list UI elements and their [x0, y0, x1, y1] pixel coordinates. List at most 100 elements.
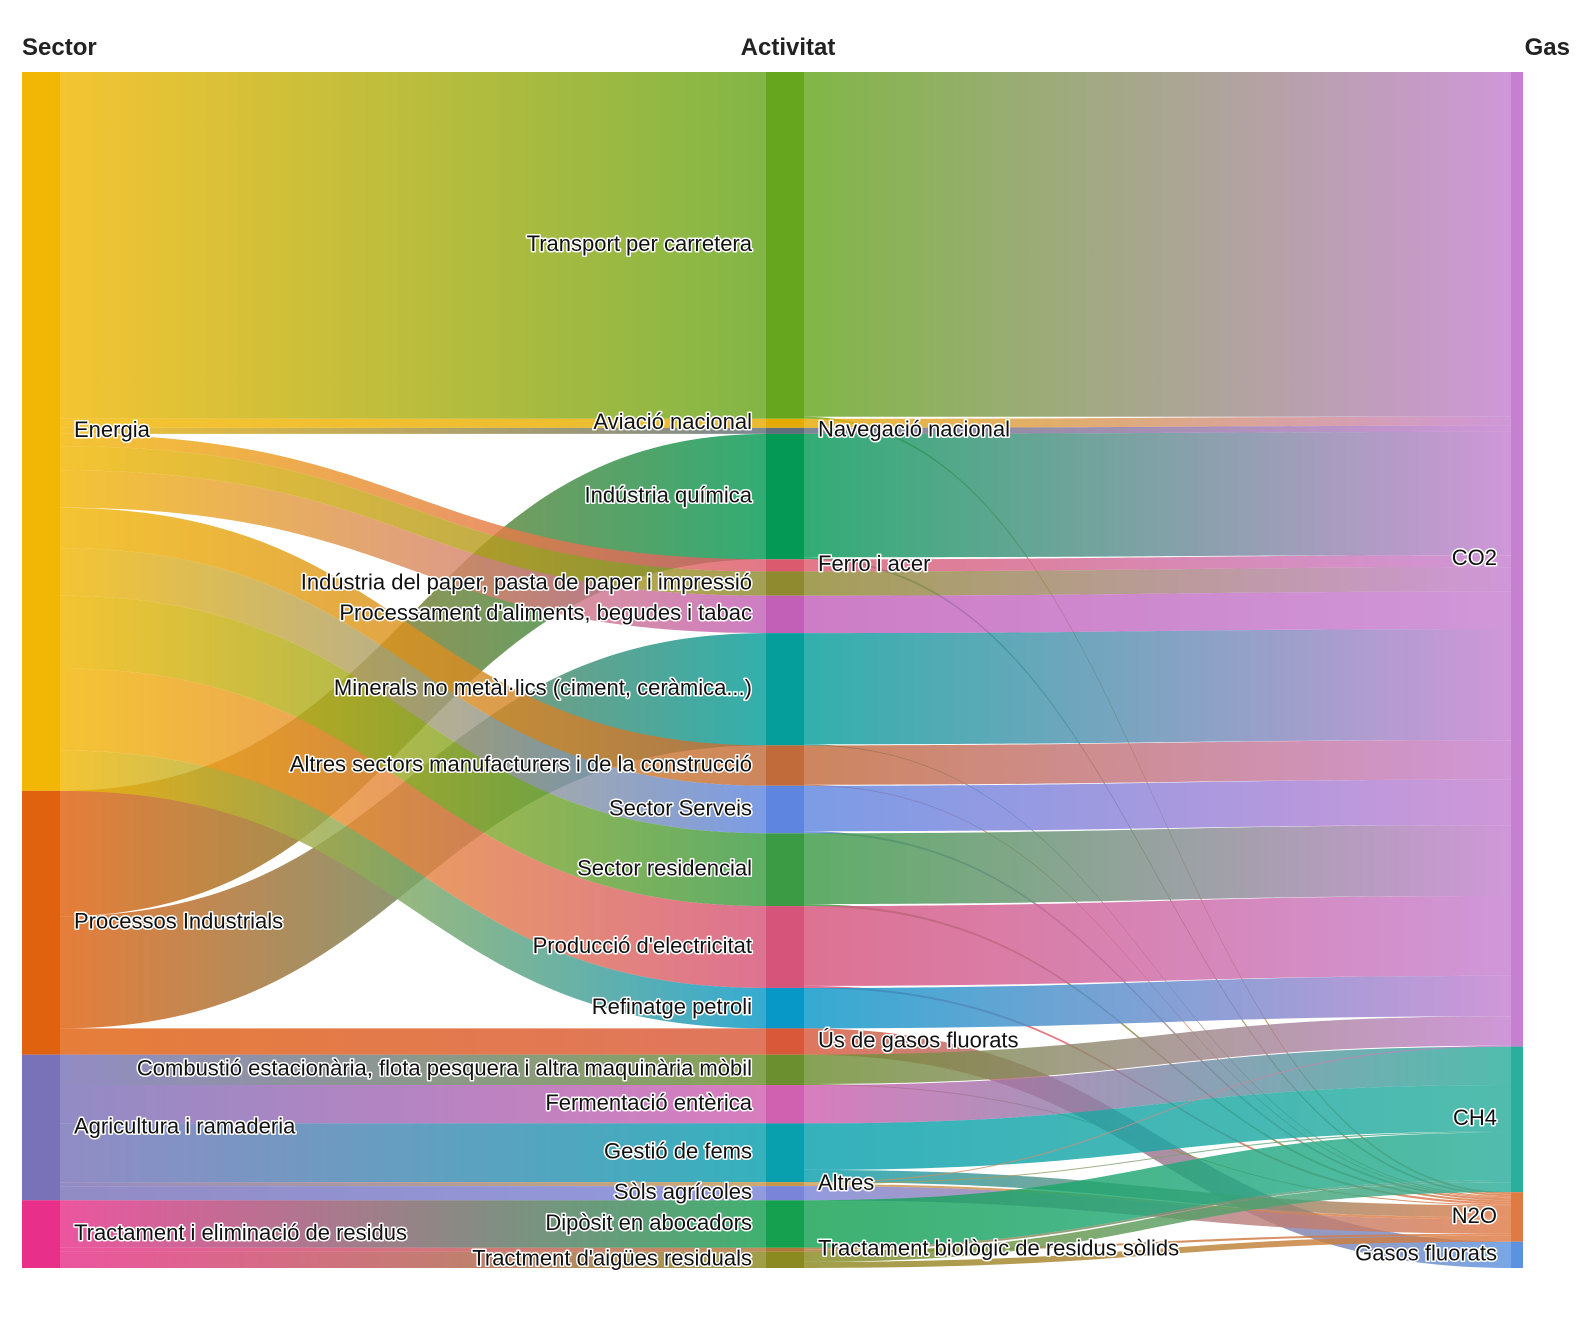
activity-label-sector-serveis: Sector Serveis: [609, 795, 752, 820]
gas-node-n2o: [1511, 1192, 1523, 1242]
activity-node-aviacio-nacional: [766, 418, 804, 428]
sector-node-agricultura-i-ramaderia: [22, 1054, 60, 1201]
activity-label-gestio-de-fems: Gestió de fems: [604, 1139, 752, 1164]
link-agricultura-i-ramaderia-to-combustio-estacionaria-flota-pesquera-i-altra-maquinaria-mobil: [60, 1054, 766, 1086]
link-altres-to-ch4: [804, 1131, 1511, 1185]
activity-label-sector-residencial: Sector residencial: [577, 855, 752, 880]
activity-gas-links: [804, 72, 1511, 1268]
link-produccio-d-electricitat-to-co2: [804, 895, 1511, 986]
link-combustio-estacionaria-flota-pesquera-i-altra-maquinaria-mobil-to-co2: [804, 1016, 1511, 1084]
link-energia-to-produccio-d-electricitat: [60, 668, 766, 988]
link-processament-d-aliments-begudes-i-tabac-to-co2: [804, 591, 1511, 634]
link-gestio-de-fems-to-ch4: [804, 1085, 1511, 1170]
gas-node-co2: [1511, 72, 1523, 1047]
activity-node-navegacio-nacional: [766, 427, 804, 434]
link-energia-to-ferro-i-acer: [60, 433, 766, 572]
link-energia-to-sector-serveis: [60, 548, 766, 834]
link-diposit-en-abocadors-to-ch4: [804, 1132, 1511, 1248]
column-header-activitat: Activitat: [741, 34, 836, 61]
activity-node-sols-agricoles: [766, 1186, 804, 1201]
activity-node-refinatge-petroli: [766, 987, 804, 1029]
link-agricultura-i-ramaderia-to-sols-agricoles: [60, 1186, 766, 1201]
gas-label-co2: CO2: [1452, 545, 1497, 570]
link-energia-to-processament-d-aliments-begudes-i-tabac: [60, 470, 766, 634]
link-tractament-i-eliminacio-de-residus-to-tractment-d-aigues-residuals: [60, 1251, 766, 1268]
link-agricultura-i-ramaderia-to-fermentacio-enterica: [60, 1085, 766, 1124]
activity-label-altres-sectors-manufacturers-i-de-la-construccio: Altres sectors manufacturers i de la con…: [290, 751, 752, 776]
link-energia-to-altres-sectors-manufacturers-i-de-la-construccio: [60, 507, 766, 786]
gas-label-n2o: N2O: [1452, 1203, 1497, 1228]
link-energia-to-navegacio-nacional: [60, 427, 766, 434]
activity-label-industria-quimica: Indústria química: [584, 482, 752, 507]
sector-activity-links: [60, 72, 766, 1268]
column-header-sector: Sector: [22, 34, 97, 61]
sector-label-processos-industrials: Processos Industrials: [74, 909, 283, 934]
activity-label-navegacio-nacional: Navegació nacional: [818, 417, 1010, 442]
link-agricultura-i-ramaderia-to-altres: [60, 1182, 766, 1187]
link-fermentacio-enterica-to-ch4: [804, 1046, 1511, 1124]
link-energia-to-refinatge-petroli: [60, 750, 766, 1029]
link-altres-to-co2: [804, 1045, 1511, 1184]
link-refinatge-petroli-to-co2: [804, 975, 1511, 1029]
activity-node-produccio-d-electricitat: [766, 906, 804, 988]
activity-node-transport-per-carretera: [766, 72, 804, 419]
sector-label-energia: Energia: [74, 417, 151, 442]
link-energia-to-industria-del-paper-pasta-de-paper-i-impressio: [60, 446, 766, 596]
activity-node-sector-residencial: [766, 833, 804, 907]
activity-node-industria-quimica: [766, 433, 804, 560]
activity-node-diposit-en-abocadors: [766, 1200, 804, 1248]
activity-node-altres-sectors-manufacturers-i-de-la-construccio: [766, 745, 804, 786]
column-header-gas: Gas: [1525, 34, 1570, 61]
activity-node-altres: [766, 1182, 804, 1187]
activity-node-sector-serveis: [766, 785, 804, 834]
link-aviacio-nacional-to-co2: [804, 416, 1511, 428]
activity-label-industria-del-paper-pasta-de-paper-i-impressio: Indústria del paper, pasta de paper i im…: [301, 569, 752, 594]
activity-node-gestio-de-fems: [766, 1123, 804, 1183]
activity-label-us-de-gasos-fluorats: Ús de gasos fluorats: [818, 1027, 1019, 1052]
link-sector-serveis-to-co2: [804, 779, 1511, 832]
activity-label-ferro-i-acer: Ferro i acer: [818, 551, 930, 576]
link-altres-sectors-manufacturers-i-de-la-construccio-to-co2: [804, 740, 1511, 785]
activity-node-fermentacio-enterica: [766, 1085, 804, 1124]
sector-node-energia: [22, 72, 60, 791]
link-tractament-biologic-de-residus-solids-to-n2o: [804, 1233, 1511, 1252]
activity-label-altres: Altres: [818, 1170, 874, 1195]
link-energia-to-sector-residencial: [60, 595, 766, 907]
link-ferro-i-acer-to-co2: [804, 555, 1511, 572]
link-energia-to-aviacio-nacional: [60, 418, 766, 428]
activity-label-tractament-biologic-de-residus-solids: Tractament biològic de residus sòlids: [818, 1236, 1179, 1261]
activity-label-fermentacio-enterica: Fermentació entèrica: [545, 1090, 752, 1115]
activity-node-ferro-i-acer: [766, 559, 804, 572]
sector-label-agricultura-i-ramaderia: Agricultura i ramaderia: [74, 1113, 296, 1138]
activity-node-tractament-biologic-de-residus-solids: [766, 1247, 804, 1252]
sankey-nodes: [22, 72, 1523, 1268]
sankey-labels: Energia Processos Industrials Agricultura …: [73, 230, 1499, 1273]
activity-label-diposit-en-abocadors: Dipòsit en abocadors: [545, 1210, 752, 1235]
activity-label-aviacio-nacional: Aviació nacional: [593, 409, 752, 434]
activity-label-minerals-no-metal-lics-ciment-ceramica: Minerals no metàl·lics (ciment, ceràmica…: [334, 675, 752, 700]
sector-label-tractament-i-eliminacio-de-residus: Tractament i eliminació de residus: [74, 1220, 407, 1245]
link-tractament-biologic-de-residus-solids-to-ch4: [804, 1180, 1511, 1250]
link-tractament-i-eliminacio-de-residus-to-tractament-biologic-de-residus-solids: [60, 1247, 766, 1252]
activity-node-minerals-no-metal-lics-ciment-ceramica: [766, 633, 804, 746]
link-tractment-d-aigues-residuals-to-n2o: [804, 1235, 1511, 1268]
gas-label-ch4: CH4: [1453, 1105, 1497, 1130]
sector-node-tractament-i-eliminacio-de-residus: [22, 1200, 60, 1268]
link-transport-per-carretera-to-co2: [804, 72, 1511, 417]
activity-label-combustio-estacionaria-flota-pesquera-i-altra-maquinaria-mobil: Combustió estacionària, flota pesquera i…: [137, 1056, 752, 1081]
activity-label-sols-agricoles: Sòls agrícoles: [614, 1179, 752, 1204]
activity-node-combustio-estacionaria-flota-pesquera-i-altra-maquinaria-mobil: [766, 1054, 804, 1086]
link-navegacio-nacional-to-co2: [804, 425, 1511, 434]
activity-label-refinatge-petroli: Refinatge petroli: [592, 994, 752, 1019]
activity-label-processament-d-aliments-begudes-i-tabac: Processament d'aliments, begudes i tabac: [339, 600, 752, 625]
link-industria-quimica-to-co2: [804, 431, 1511, 558]
link-sector-residencial-to-co2: [804, 825, 1511, 905]
gas-node-ch4: [1511, 1046, 1523, 1193]
gas-node-gasos-fluorats: [1511, 1241, 1523, 1268]
gas-label-gasos-fluorats: Gasos fluorats: [1355, 1241, 1497, 1266]
link-agricultura-i-ramaderia-to-gestio-de-fems: [60, 1123, 766, 1183]
link-industria-del-paper-pasta-de-paper-i-impressio-to-co2: [804, 567, 1511, 596]
link-energia-to-transport-per-carretera: [60, 72, 766, 419]
link-tractment-d-aigues-residuals-to-ch4: [804, 1182, 1511, 1262]
